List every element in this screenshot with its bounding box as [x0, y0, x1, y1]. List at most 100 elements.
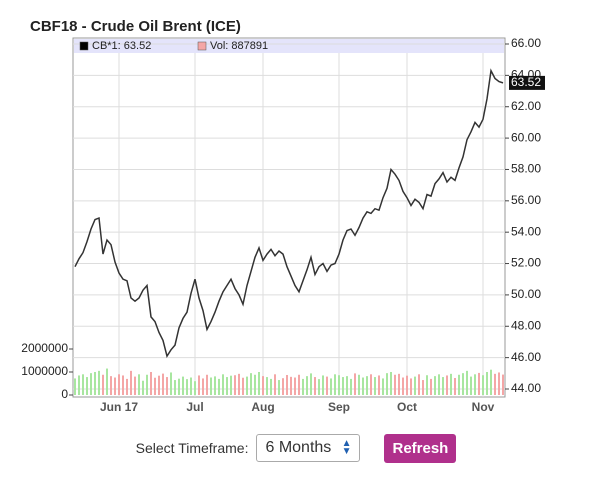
- volume-bar: [354, 373, 356, 395]
- timeframe-value: 6 Months: [265, 439, 332, 456]
- volume-bar: [134, 376, 136, 395]
- volume-bar: [178, 378, 180, 395]
- volume-bar: [238, 373, 240, 395]
- y2-tick-label: 58.00: [511, 162, 541, 176]
- y2-tick-label: 56.00: [511, 193, 541, 207]
- y2-tick-label: 48.00: [511, 318, 541, 332]
- volume-bar: [282, 378, 284, 395]
- chart-title: CBF18 - Crude Oil Brent (ICE): [30, 18, 241, 35]
- price-line: [74, 68, 504, 358]
- x-tick-label: Sep: [328, 400, 350, 414]
- timeframe-select[interactable]: 6 Months ▲ ▼: [256, 434, 361, 462]
- volume-bar: [334, 374, 336, 395]
- volume-bar: [158, 375, 160, 395]
- volume-bar: [322, 375, 324, 395]
- volume-bar: [266, 377, 268, 395]
- volume-bar: [466, 370, 468, 395]
- refresh-button[interactable]: Refresh: [384, 433, 457, 463]
- y2-tick-label: 62.00: [511, 99, 541, 113]
- chart: CBF18 - Crude Oil Brent (ICE) 44.00 46.00…: [21, 18, 545, 414]
- plot-area: [72, 37, 506, 398]
- volume-bar: [298, 374, 300, 395]
- volume-bar: [302, 378, 304, 395]
- volume-bar: [454, 377, 456, 395]
- volume-bar: [270, 378, 272, 395]
- volume-bar: [366, 376, 368, 395]
- volume-bar: [150, 372, 152, 395]
- volume-bar: [174, 380, 176, 395]
- volume-bar: [234, 375, 236, 395]
- volume-bar: [146, 374, 148, 395]
- volume-bar: [490, 369, 492, 395]
- volume-bar: [470, 376, 472, 395]
- volume-bar: [82, 374, 84, 395]
- volume-bar: [94, 372, 96, 395]
- volume-bar: [186, 379, 188, 395]
- volume-bar: [262, 376, 264, 395]
- volume-bar: [446, 375, 448, 395]
- x-tick-label: Oct: [397, 400, 417, 414]
- volume-bar: [206, 374, 208, 395]
- volume-bar: [314, 377, 316, 395]
- x-tick-label: Aug: [251, 400, 274, 414]
- volume-bar: [434, 376, 436, 395]
- volume-bar: [226, 377, 228, 395]
- volume-bar: [230, 375, 232, 395]
- volume-bar: [342, 377, 344, 395]
- volume-bar: [198, 375, 200, 395]
- volume-bar: [118, 374, 120, 395]
- volume-bar: [130, 370, 132, 395]
- volume-bar: [98, 370, 100, 395]
- volume-bar: [338, 375, 340, 395]
- x-tick-label: Nov: [472, 400, 495, 414]
- volume-bar: [194, 381, 196, 395]
- y2-tick-label: 50.00: [511, 287, 541, 301]
- legend-swatch: [79, 41, 89, 51]
- volume-bar: [126, 378, 128, 395]
- volume-bar: [142, 380, 144, 395]
- volume-bar: [498, 372, 500, 395]
- legend-swatch: [197, 41, 207, 51]
- volume-bar: [386, 373, 388, 395]
- y2-tick-label: 66.00: [511, 36, 541, 50]
- volume-bar: [462, 373, 464, 395]
- volume-bar: [390, 372, 392, 395]
- volume-bar: [106, 368, 108, 395]
- y-tick-label: 1000000: [21, 364, 68, 378]
- volume-bar: [286, 374, 288, 395]
- x-tick-label: Jul: [186, 400, 203, 414]
- volume-bar: [430, 378, 432, 395]
- volume-bar: [170, 372, 172, 395]
- timeframe-label: Select Timeframe:: [135, 440, 249, 456]
- volume-bar: [202, 378, 204, 395]
- volume-bar: [290, 376, 292, 395]
- volume-bar: [358, 374, 360, 395]
- volume-bar: [362, 377, 364, 395]
- y2-tick-label: 46.00: [511, 350, 541, 364]
- volume-bar: [478, 372, 480, 395]
- volume-bar: [482, 375, 484, 395]
- volume-bar: [458, 374, 460, 395]
- legend-label: Vol: 887891: [210, 40, 268, 52]
- volume-bar: [294, 377, 296, 395]
- volume-bar: [410, 378, 412, 395]
- volume-bar: [90, 373, 92, 395]
- volume-bar: [502, 374, 504, 395]
- volume-bar: [326, 376, 328, 395]
- volume-bar: [274, 374, 276, 395]
- volume-bar: [370, 374, 372, 395]
- volume-bar: [382, 378, 384, 395]
- volume-bar: [102, 374, 104, 395]
- volume-bar: [218, 378, 220, 395]
- volume-bar: [398, 373, 400, 395]
- volume-bar: [422, 380, 424, 395]
- volume-bar: [166, 377, 168, 395]
- volume-bar: [190, 377, 192, 395]
- volume-bar: [210, 377, 212, 395]
- controls: Select Timeframe: 6 Months ▲ ▼ Refresh: [0, 430, 592, 466]
- y2-tick-label: 54.00: [511, 224, 541, 238]
- volume-bar: [250, 373, 252, 395]
- y2-tick-label: 52.00: [511, 256, 541, 270]
- select-arrows: ▲ ▼: [341, 438, 352, 457]
